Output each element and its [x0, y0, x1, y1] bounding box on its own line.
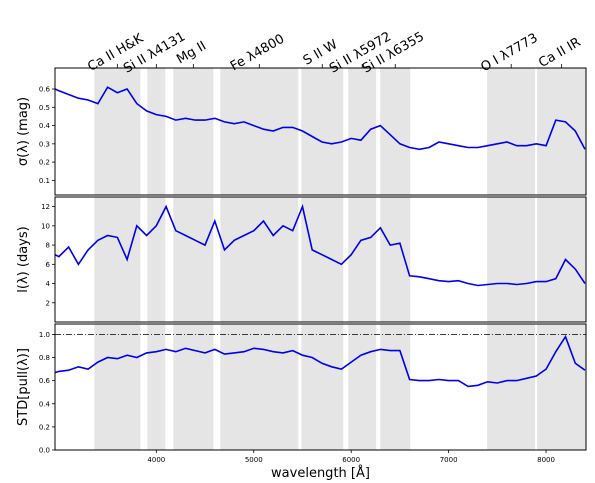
y-tick-label: 6: [46, 261, 51, 269]
y-tick-label: 0.4: [39, 400, 51, 408]
axes-frame: [54, 196, 587, 323]
y-tick-label: 0.3: [39, 140, 50, 148]
x-axis-label: wavelength [Å]: [271, 465, 370, 481]
feature-band: [147, 324, 166, 450]
feature-band: [348, 68, 377, 195]
y-tick-label: 8: [46, 242, 50, 250]
axes-frame: [54, 67, 587, 196]
y-tick-label: 0.6: [39, 86, 51, 94]
feature-band: [348, 197, 377, 322]
y-axis-label: STD[pull(λ)]: [16, 348, 31, 426]
top-tick-label: Ca II IR: [536, 35, 583, 71]
y-tick-label: 0.1: [39, 177, 50, 185]
feature-band: [348, 324, 377, 450]
y-tick-label: 0.8: [39, 354, 50, 362]
feature-band: [537, 68, 586, 195]
feature-band: [94, 324, 141, 450]
axes-frame: [54, 323, 587, 451]
y-axis-label: σ(λ) (mag): [16, 97, 31, 166]
feature-band: [147, 197, 166, 322]
y-tick-label: 4: [46, 280, 51, 288]
feature-band: [487, 324, 536, 450]
feature-band: [380, 324, 411, 450]
feature-band: [301, 68, 344, 195]
feature-band: [380, 197, 411, 322]
feature-band: [220, 197, 299, 322]
y-tick-label: 12: [41, 203, 50, 211]
y-tick-label: 10: [41, 222, 50, 230]
x-tick-label: 4000: [147, 456, 165, 464]
feature-band: [94, 197, 141, 322]
feature-band: [380, 68, 411, 195]
feature-band: [173, 197, 214, 322]
y-tick-label: 0.6: [39, 377, 51, 385]
feature-band: [173, 324, 214, 450]
x-tick-label: 8000: [537, 456, 555, 464]
data-line: [54, 203, 586, 287]
feature-band: [487, 197, 536, 322]
feature-band: [301, 324, 344, 450]
feature-band: [537, 324, 586, 450]
feature-band: [173, 68, 214, 195]
data-line: [54, 334, 586, 388]
feature-band: [220, 324, 299, 450]
y-tick-label: 0.0: [39, 447, 50, 455]
y-tick-label: 2: [46, 299, 50, 307]
y-tick-label: 0.5: [39, 104, 50, 112]
feature-band: [537, 197, 586, 322]
y-tick-label: 0.2: [39, 423, 50, 431]
y-tick-label: 0.4: [39, 122, 51, 130]
x-tick-label: 6000: [342, 456, 360, 464]
x-tick-label: 7000: [440, 456, 458, 464]
y-tick-label: 0.2: [39, 159, 50, 167]
x-tick-label: 5000: [245, 456, 263, 464]
feature-band: [147, 68, 166, 195]
feature-band: [220, 68, 299, 195]
y-tick-label: 1.0: [39, 331, 50, 339]
feature-band: [487, 68, 536, 195]
feature-band: [94, 68, 141, 195]
feature-band: [301, 197, 344, 322]
y-axis-label: l(λ) (days): [16, 226, 31, 292]
data-line: [54, 86, 586, 151]
